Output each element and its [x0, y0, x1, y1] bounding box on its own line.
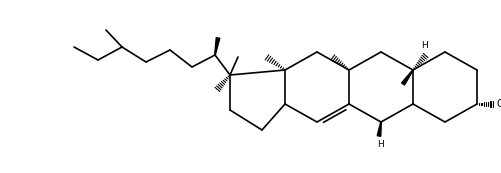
Text: H: H: [422, 41, 428, 50]
Polygon shape: [215, 38, 220, 55]
Text: H: H: [378, 140, 384, 149]
Text: OH: OH: [497, 99, 501, 109]
Polygon shape: [377, 122, 381, 136]
Polygon shape: [401, 70, 413, 85]
